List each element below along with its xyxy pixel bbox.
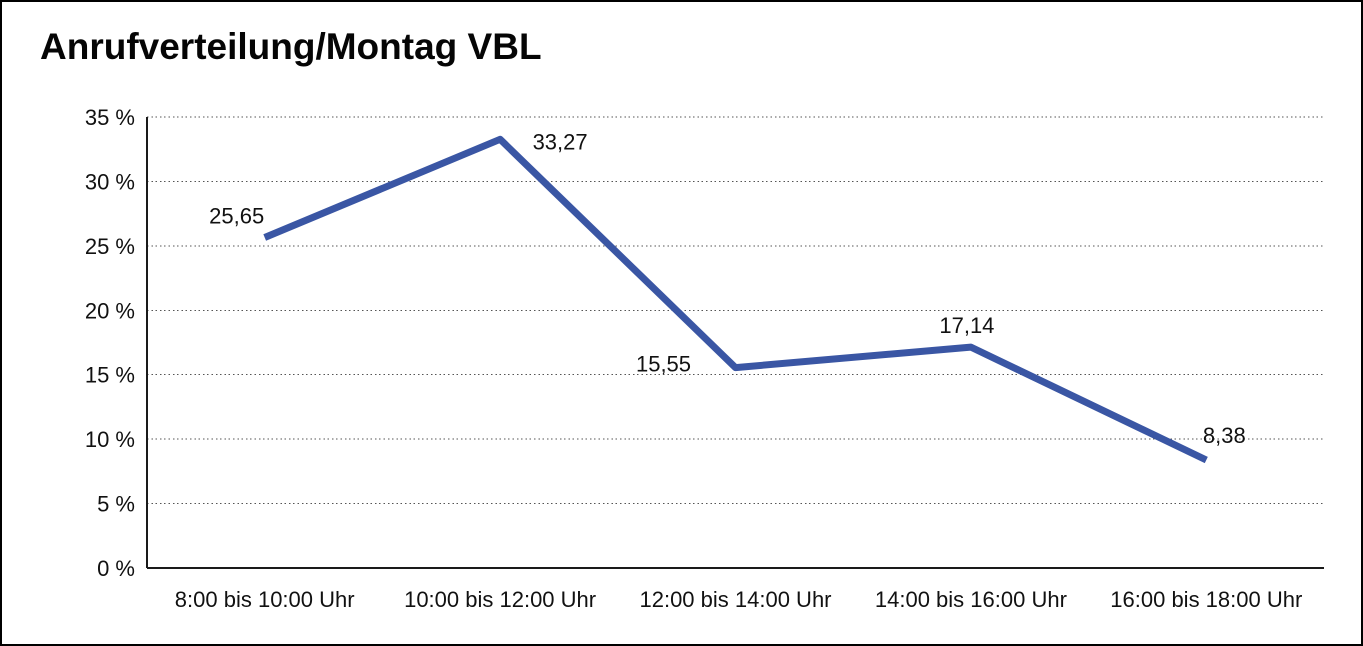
x-tick-label: 14:00 bis 16:00 Uhr [875,587,1067,612]
y-tick-label: 30 % [85,169,135,194]
data-line [263,135,1208,464]
x-tick-label: 16:00 bis 18:00 Uhr [1110,587,1302,612]
x-tick-label: 12:00 bis 14:00 Uhr [639,587,831,612]
data-point-label: 17,14 [939,313,994,338]
y-tick-label: 5 % [97,492,135,517]
x-tick-label: 10:00 bis 12:00 Uhr [404,587,596,612]
data-point-label: 33,27 [533,129,588,154]
data-point-label: 8,38 [1203,423,1246,448]
y-tick-label: 10 % [85,427,135,452]
data-point-label: 25,65 [209,204,264,229]
y-tick-label: 35 % [85,105,135,130]
y-tick-label: 20 % [85,298,135,323]
y-tick-label: 15 % [85,363,135,388]
y-tick-label: 25 % [85,234,135,259]
x-tick-label: 8:00 bis 10:00 Uhr [175,587,355,612]
data-point-label: 15,55 [636,352,691,377]
y-tick-label: 0 % [97,556,135,581]
chart-title: Anrufverteilung/Montag VBL [40,26,542,67]
